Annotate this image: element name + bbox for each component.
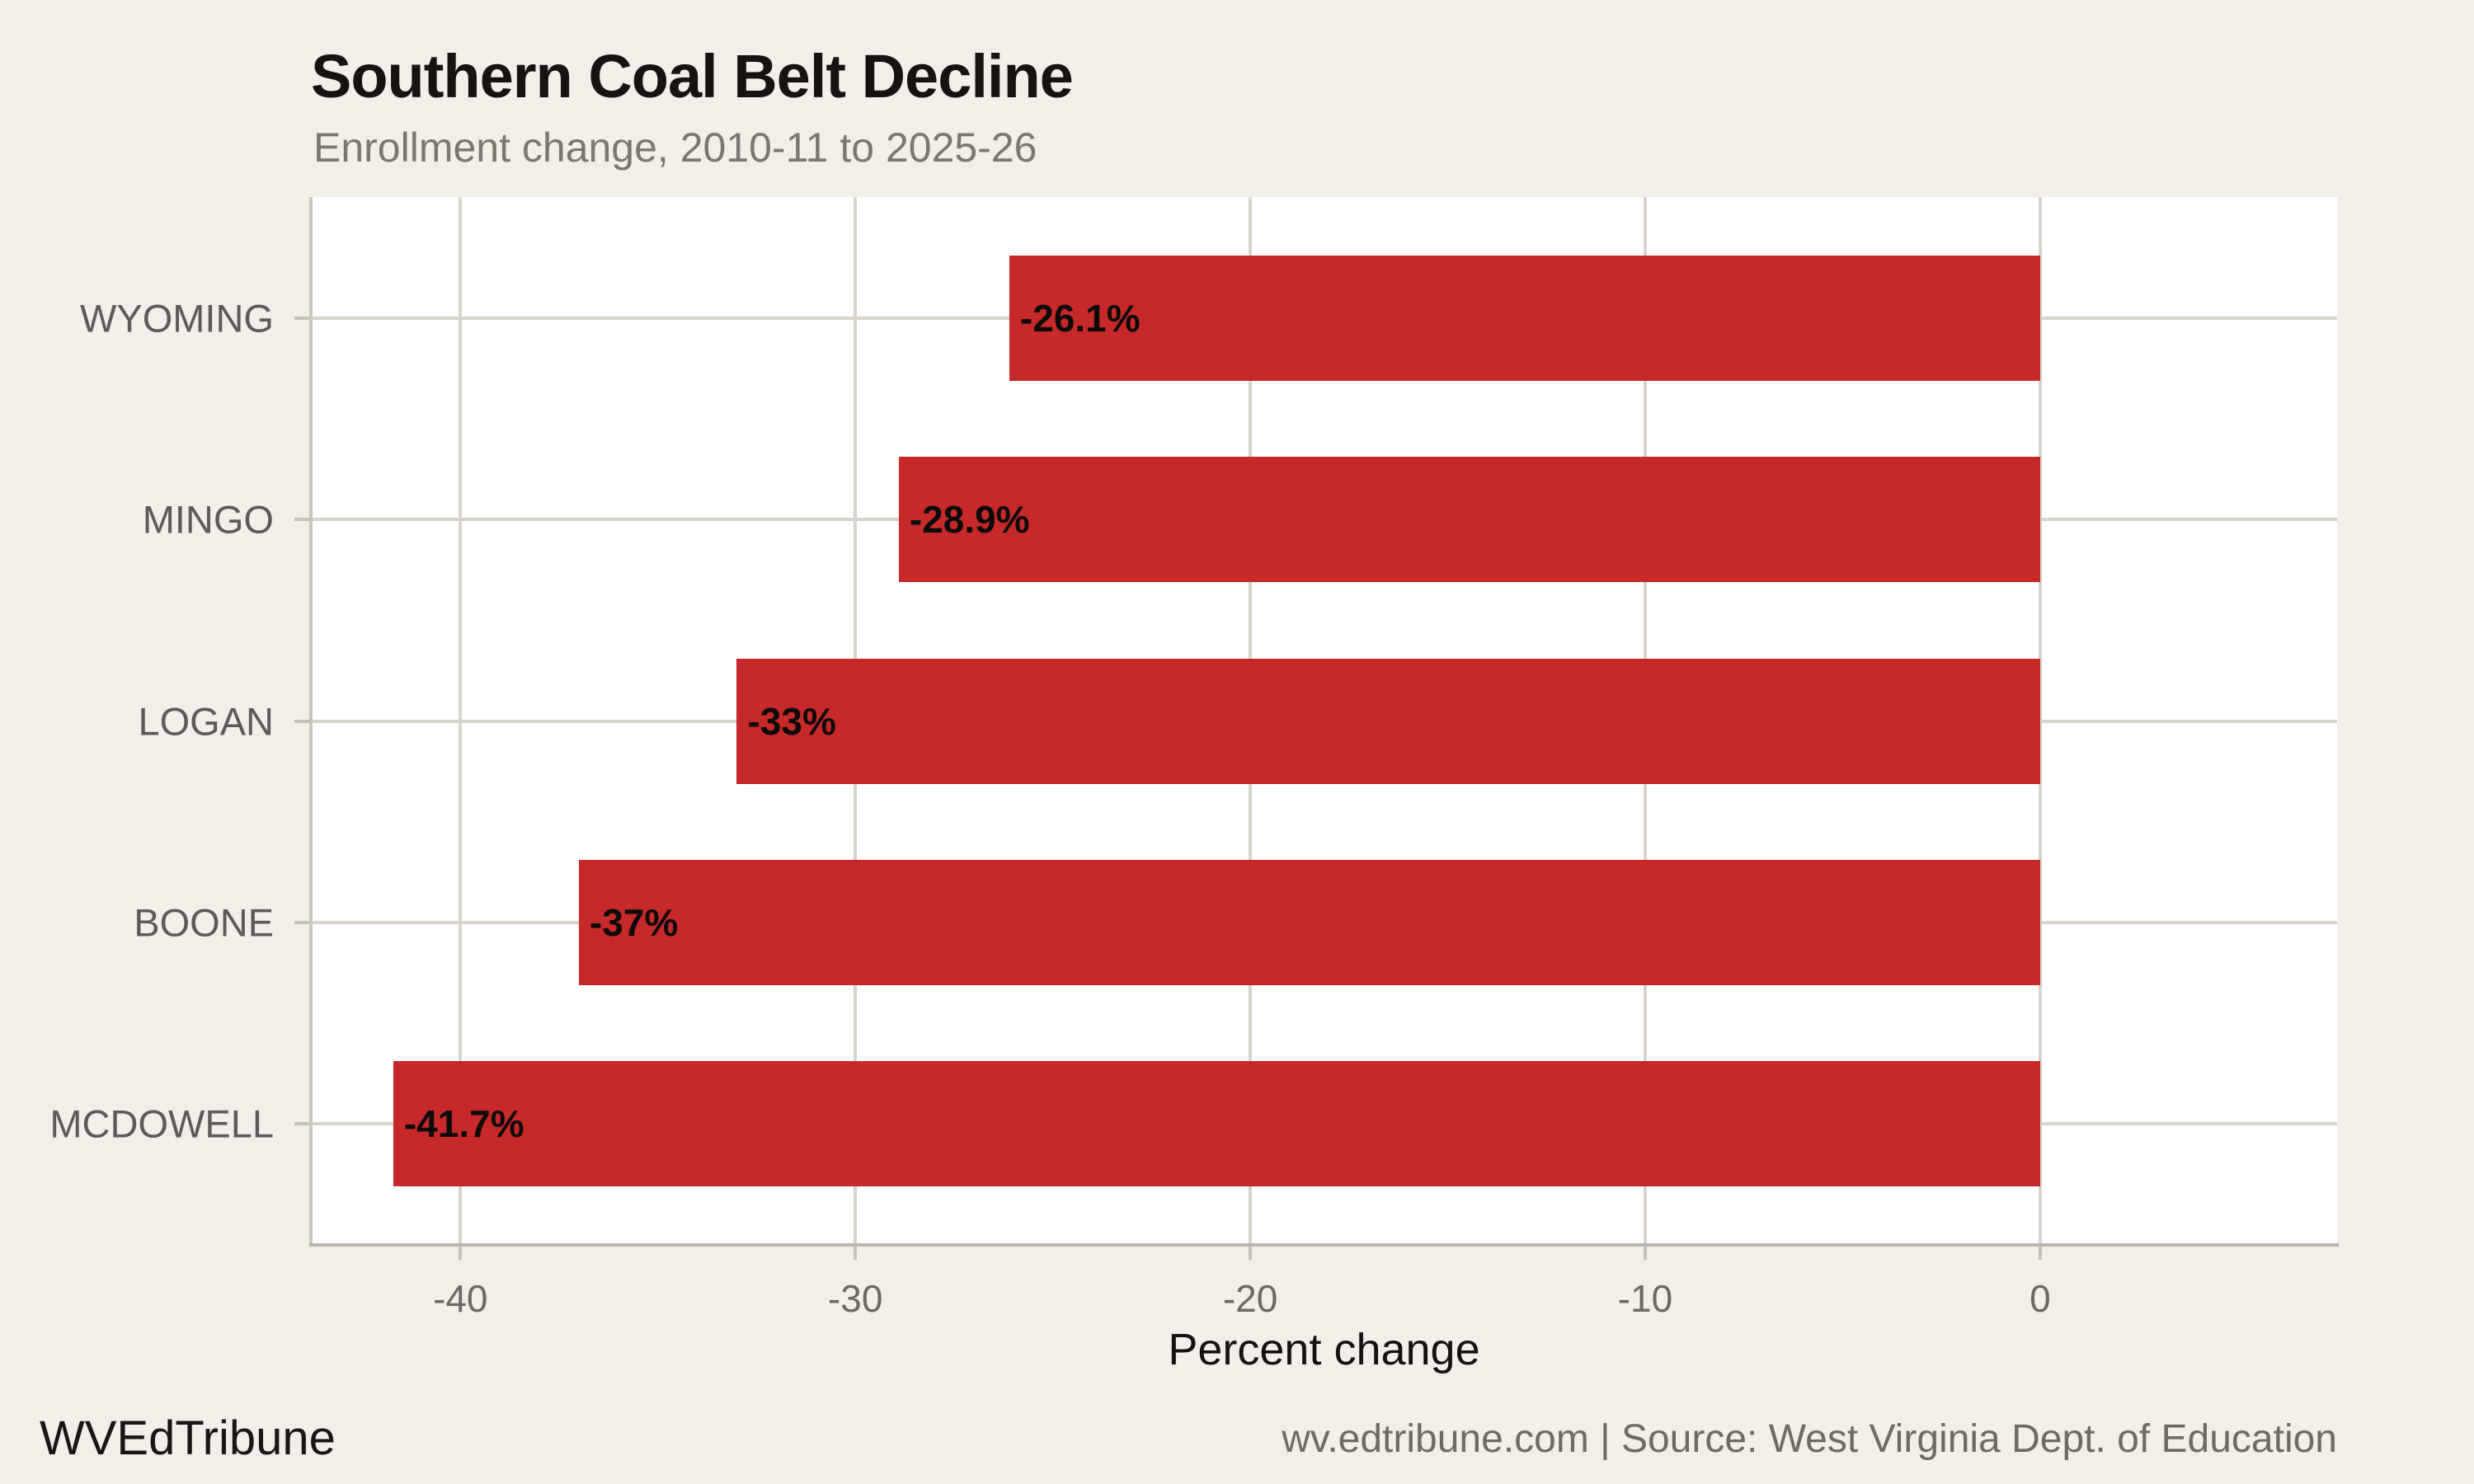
chart-subtitle: Enrollment change, 2010-11 to 2025-26 — [313, 124, 1037, 171]
bar: -33% — [736, 658, 2040, 784]
bar-value-label: -26.1% — [1019, 296, 1141, 340]
y-axis-tick — [294, 1122, 311, 1126]
y-category-label: LOGAN — [138, 699, 274, 743]
bar-value-label: -28.9% — [909, 498, 1030, 542]
x-tick-label: 0 — [2030, 1277, 2051, 1320]
y-axis-line — [309, 197, 313, 1247]
x-axis-tick — [2038, 1245, 2042, 1260]
x-tick-label: -10 — [1617, 1277, 1673, 1320]
bar-value-label: -37% — [589, 900, 679, 944]
bar-value-label: -33% — [747, 699, 836, 743]
bar: -26.1% — [1009, 255, 2040, 381]
x-axis-title: Percent change — [1168, 1325, 1480, 1374]
x-tick-label: -30 — [827, 1277, 883, 1320]
bar-value-label: -41.7% — [403, 1102, 524, 1146]
bar: -28.9% — [898, 457, 2040, 583]
bar: -41.7% — [393, 1061, 2040, 1187]
y-axis-tick — [294, 920, 311, 924]
y-axis-tick — [294, 719, 311, 723]
chart-panel: Percent change -40 -30 -20 -10 0 WYOMING MINGO… — [49, 197, 2339, 1372]
y-category-label: MCDOWELL — [49, 1101, 274, 1146]
x-axis-tick — [854, 1245, 858, 1260]
x-axis-tick — [1643, 1245, 1647, 1260]
bar: -37% — [578, 859, 2040, 985]
y-axis-tick — [294, 518, 311, 522]
y-category-label: MINGO — [142, 497, 274, 542]
y-axis-tick — [294, 316, 311, 320]
source-attribution: wv.edtribune.com | Source: West Virginia… — [1282, 1417, 2337, 1461]
y-category-label: WYOMING — [80, 296, 274, 340]
chart-title: Southern Coal Belt Decline — [311, 42, 1074, 110]
brand-wordmark: WVEdTribune — [40, 1411, 336, 1465]
y-category-label: BOONE — [134, 900, 274, 945]
x-tick-label: -20 — [1222, 1277, 1278, 1320]
x-axis-tick — [1249, 1245, 1253, 1260]
x-axis-line — [309, 1243, 2339, 1247]
x-tick-label: -40 — [433, 1277, 488, 1320]
x-axis-tick — [459, 1245, 463, 1260]
